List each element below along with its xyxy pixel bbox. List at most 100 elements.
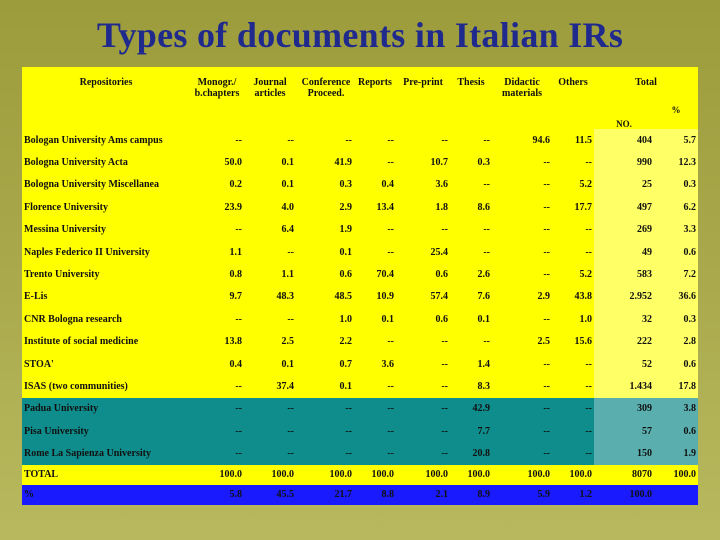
value-cell: 57.4 xyxy=(396,285,450,309)
value-cell: 100.0 xyxy=(396,464,450,485)
value-cell: 1.4 xyxy=(450,352,492,376)
total-pct-cell: 0.3 xyxy=(654,308,698,331)
value-cell: -- xyxy=(354,129,396,152)
value-cell: 1.9 xyxy=(296,218,354,241)
value-cell: -- xyxy=(552,218,594,241)
value-cell: 0.1 xyxy=(244,352,296,376)
total-count-cell: 404 xyxy=(594,129,654,152)
repository-name: Rome La Sapienza University xyxy=(22,442,190,465)
value-cell: -- xyxy=(450,129,492,152)
value-cell: -- xyxy=(450,330,492,353)
value-cell: 0.1 xyxy=(354,308,396,331)
total-count-cell: 32 xyxy=(594,308,654,331)
value-cell: 10.7 xyxy=(396,151,450,174)
value-cell: 0.3 xyxy=(450,151,492,174)
total-count-cell: 222 xyxy=(594,330,654,353)
total-pct-cell: 0.6 xyxy=(654,352,698,376)
value-cell: 0.7 xyxy=(296,352,354,376)
value-cell: 0.1 xyxy=(450,308,492,331)
value-cell: 41.9 xyxy=(296,151,354,174)
value-cell: -- xyxy=(190,129,244,152)
total-pct-cell: 0.6 xyxy=(654,240,698,264)
value-cell: -- xyxy=(492,263,552,286)
total-count-cell: 150 xyxy=(594,442,654,465)
table-row: E-Lis 9.7 48.3 48.5 10.9 57.4 7.6 2.9 43.8 2.952 3… xyxy=(22,285,698,309)
value-cell: -- xyxy=(396,420,450,443)
total-row: TOTAL 100.0 100.0 100.0 100.0 100.0 100.0 100.0… xyxy=(22,464,698,485)
value-cell: 0.3 xyxy=(296,173,354,197)
value-cell: 43.8 xyxy=(552,285,594,309)
table-row: Padua University -- -- -- -- -- 42.9 -- -- 309 3.8 xyxy=(22,397,698,421)
value-cell: 100.0 xyxy=(190,464,244,485)
value-cell: -- xyxy=(552,240,594,264)
value-cell: 94.6 xyxy=(492,129,552,152)
value-cell: 3.6 xyxy=(354,352,396,376)
value-cell: 1.8 xyxy=(396,196,450,219)
value-cell: -- xyxy=(190,375,244,398)
repository-name: % xyxy=(22,484,190,505)
total-count-cell: 57 xyxy=(594,420,654,443)
value-cell: 42.9 xyxy=(450,397,492,421)
repository-name: CNR Bologna research xyxy=(22,308,190,331)
value-cell: 5.9 xyxy=(492,484,552,505)
value-cell: 2.1 xyxy=(396,484,450,505)
total-count-cell: 2.952 xyxy=(594,285,654,309)
total-count-cell: 309 xyxy=(594,397,654,421)
repository-name: Bologna University Miscellanea xyxy=(22,173,190,197)
total-pct-cell: 1.9 xyxy=(654,442,698,465)
documents-table: Repositories Monogr./ b.chapters Journal… xyxy=(22,67,698,505)
value-cell: -- xyxy=(492,151,552,174)
value-cell: -- xyxy=(244,308,296,331)
value-cell: -- xyxy=(190,397,244,421)
value-cell: 2.2 xyxy=(296,330,354,353)
value-cell: 50.0 xyxy=(190,151,244,174)
value-cell: -- xyxy=(354,240,396,264)
value-cell: 15.6 xyxy=(552,330,594,353)
value-cell: -- xyxy=(354,397,396,421)
repository-name: Institute of social medicine xyxy=(22,330,190,353)
subheader-row: NO. % xyxy=(22,105,698,129)
repository-name: STOA' xyxy=(22,352,190,376)
value-cell: 1.1 xyxy=(190,240,244,264)
value-cell: -- xyxy=(396,218,450,241)
value-cell: -- xyxy=(354,151,396,174)
value-cell: 25.4 xyxy=(396,240,450,264)
total-count-cell: 100.0 xyxy=(594,484,654,505)
value-cell: -- xyxy=(354,375,396,398)
value-cell: 0.1 xyxy=(244,173,296,197)
value-cell: 8.8 xyxy=(354,484,396,505)
value-cell: -- xyxy=(354,218,396,241)
total-pct-cell: 2.8 xyxy=(654,330,698,353)
col-header-conference-label: Conference Proceed. xyxy=(301,77,351,99)
repository-name: Bologan University Ams campus xyxy=(22,129,190,152)
col-header-preprint: Pre-print xyxy=(396,67,450,105)
value-cell: 1.0 xyxy=(296,308,354,331)
value-cell: -- xyxy=(492,240,552,264)
value-cell: 1.2 xyxy=(552,484,594,505)
value-cell: 0.6 xyxy=(396,263,450,286)
value-cell: -- xyxy=(450,240,492,264)
value-cell: 8.3 xyxy=(450,375,492,398)
value-cell: 0.6 xyxy=(296,263,354,286)
value-cell: 6.4 xyxy=(244,218,296,241)
value-cell: 2.6 xyxy=(450,263,492,286)
value-cell: -- xyxy=(492,173,552,197)
header-row: Repositories Monogr./ b.chapters Journal… xyxy=(22,67,698,105)
value-cell: -- xyxy=(396,397,450,421)
total-pct-cell: 5.7 xyxy=(654,129,698,152)
value-cell: 8.9 xyxy=(450,484,492,505)
subheader-no: NO. xyxy=(594,105,654,129)
value-cell: -- xyxy=(244,129,296,152)
value-cell: 2.5 xyxy=(492,330,552,353)
value-cell: -- xyxy=(190,308,244,331)
subheader-blank xyxy=(22,105,594,129)
value-cell: 17.7 xyxy=(552,196,594,219)
col-header-monographs: Monogr./ b.chapters xyxy=(190,67,244,105)
total-pct-cell: 17.8 xyxy=(654,375,698,398)
col-header-didactic: Didactic materials xyxy=(492,67,552,105)
value-cell: 8.6 xyxy=(450,196,492,219)
repository-name: Florence University xyxy=(22,196,190,219)
table-row: Bologna University Acta 50.0 0.1 41.9 -- 10.7… xyxy=(22,151,698,174)
value-cell: 13.8 xyxy=(190,330,244,353)
value-cell: 100.0 xyxy=(450,464,492,485)
